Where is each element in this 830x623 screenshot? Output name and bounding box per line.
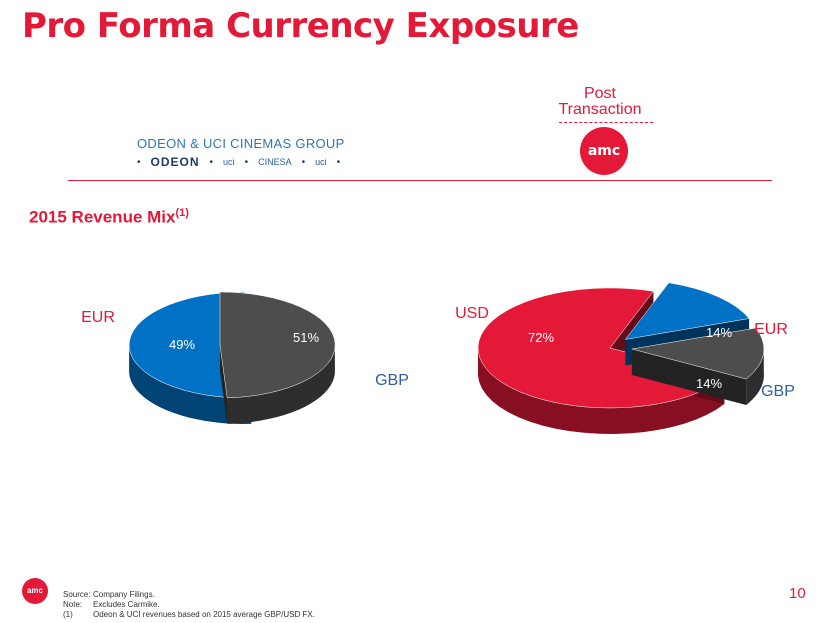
footnote-text: Odeon & UCI revenues based on 2015 avera… [93, 610, 315, 619]
pie-slice-side-eur [227, 343, 335, 424]
pie-slice-side-eur [746, 346, 764, 405]
subtitle-text: 2015 Revenue Mix [29, 207, 176, 227]
odeon-logo: ODEON [150, 155, 200, 169]
pie-category-label-eur: EUR [754, 321, 788, 338]
brand-logos-row: • ODEON • uci • CINESA • uci • [137, 155, 340, 169]
pie-slice-side-usd [478, 349, 725, 434]
pie-slice-eur [219, 291, 336, 399]
uci-logo: uci [223, 157, 235, 167]
note-text: Excludes Carmike. [93, 600, 160, 609]
pie-slice-eur [631, 327, 765, 380]
uci-kinowelt-logo: uci [315, 157, 327, 167]
cinesa-logo: CINESA [258, 157, 292, 167]
pie-category-label-eur: EUR [81, 309, 115, 326]
footnote-line: (1) Odeon & UCI revenues based on 2015 av… [63, 610, 315, 620]
footer-amc-logo: amc [22, 578, 48, 604]
pie-value-label-eur: 14% [706, 325, 732, 340]
footnote-key: (1) [63, 610, 73, 619]
bullet-dot: • [301, 156, 306, 168]
chart-subtitle: 2015 Revenue Mix(1) [29, 207, 189, 228]
pie-category-label-gbp: GBP [375, 372, 409, 389]
pie-category-label-gbp: GBP [761, 383, 795, 400]
post-label-line1: Post [583, 85, 616, 102]
pie-slice-face-eur [220, 345, 228, 424]
odeon-group-name: ODEON & UCI CINEMAS GROUP [137, 136, 345, 151]
pie-value-label-gbp: 14% [696, 376, 722, 391]
post-transaction-label: Post Transaction [540, 86, 660, 118]
source-line: Source: Company Filings. [63, 590, 315, 600]
post-divider [559, 122, 653, 123]
note-key: Note: [63, 600, 83, 609]
page-number: 10 [789, 585, 806, 602]
amc-logo: amc [580, 127, 628, 175]
footnotes: Source: Company Filings. Note: Excludes Ca… [63, 590, 315, 620]
page-title: Pro Forma Currency Exposure [22, 6, 579, 46]
source-text: Company Filings. [93, 590, 155, 599]
pie-value-label-gbp: 51% [293, 330, 319, 345]
bullet-dot: • [137, 156, 141, 168]
note-line: Note: Excludes Carmike. [63, 600, 315, 610]
pie-value-label-eur: 49% [169, 337, 195, 352]
pie-category-label-usd: USD [455, 305, 489, 322]
pie-slice-gbp [624, 282, 750, 340]
post-label-line2: Transaction [558, 101, 642, 118]
header-rule [68, 180, 772, 181]
source-key: Source: [63, 590, 91, 599]
bullet-dot: • [244, 156, 249, 168]
subtitle-footnote-ref: (1) [175, 207, 189, 219]
pie-value-label-usd: 72% [528, 330, 554, 345]
bullet-dot: • [336, 156, 341, 168]
bullet-dot: • [209, 156, 214, 168]
pie-slice-side-gbp [129, 342, 252, 424]
